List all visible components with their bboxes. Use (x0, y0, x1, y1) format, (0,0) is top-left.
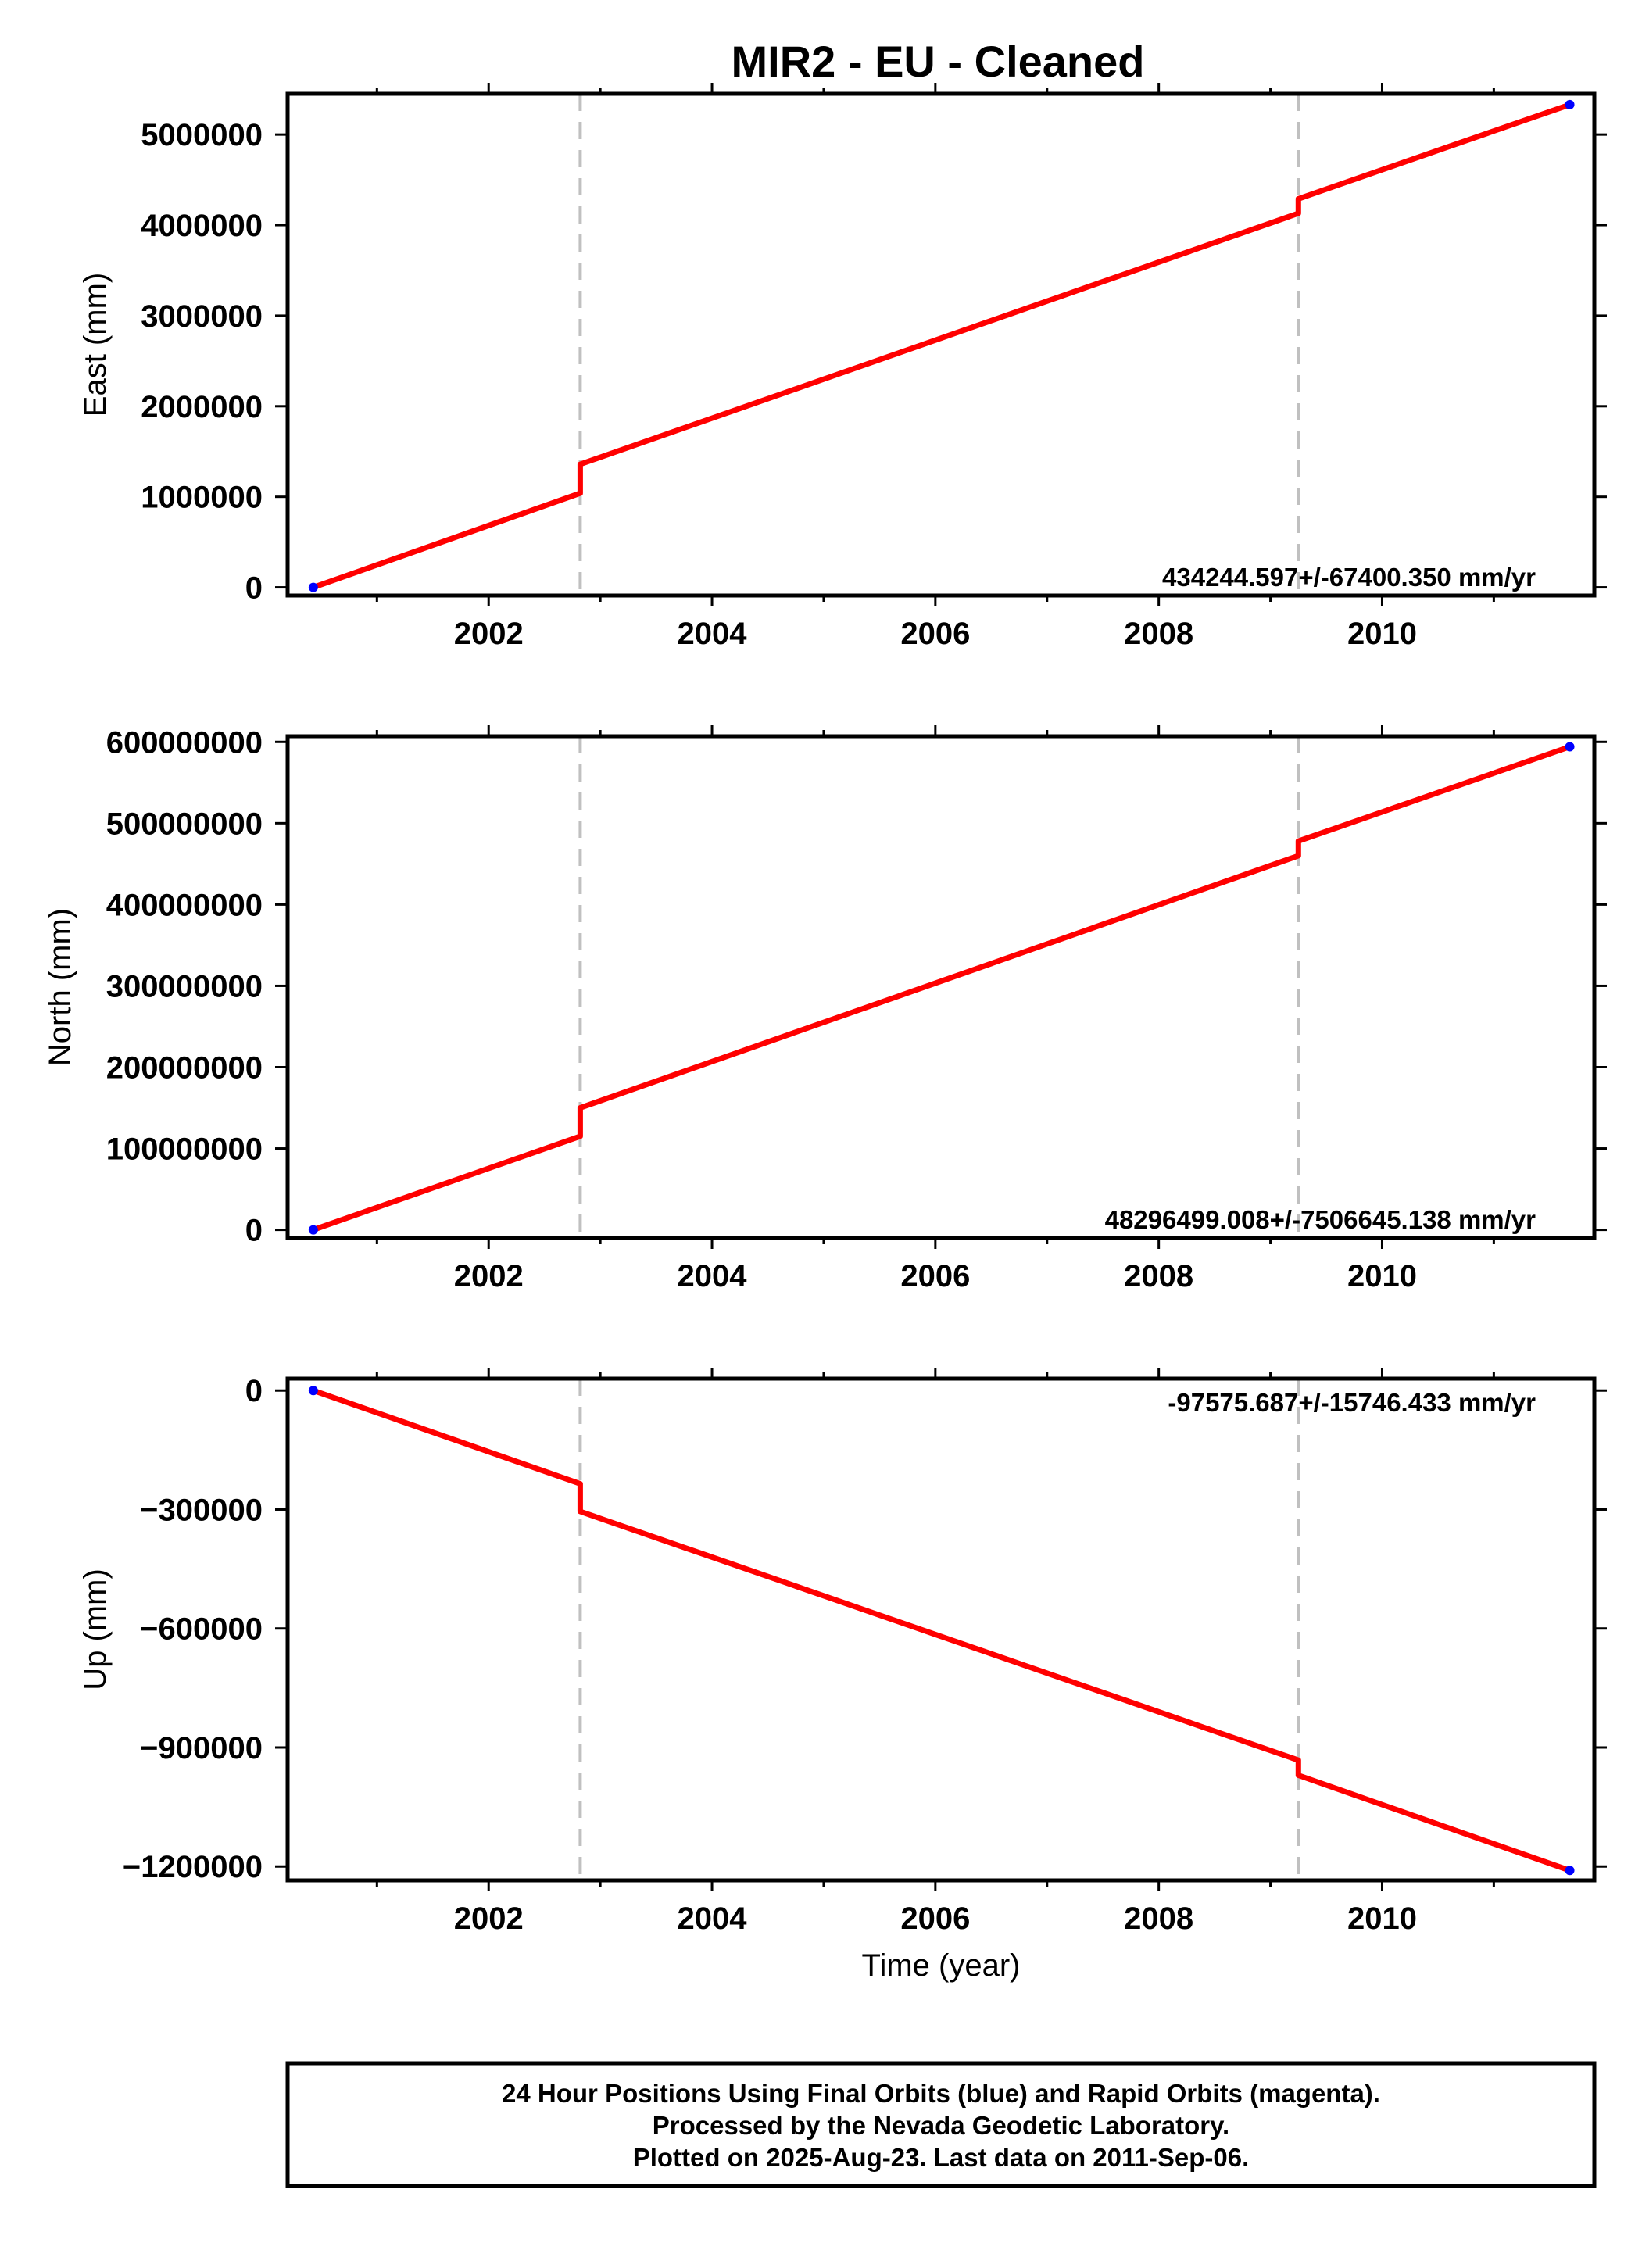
up-y-tick-label: 0 (245, 1374, 263, 1408)
east-endpoint-dot (308, 582, 318, 592)
caption-line-3: Plotted on 2025-Aug-23. Last data on 201… (633, 2143, 1250, 2172)
up-x-tick-label: 2010 (1347, 1901, 1417, 1936)
north-x-tick-label: 2004 (678, 1259, 748, 1293)
north-y-tick-label: 200000000 (106, 1050, 263, 1085)
up-x-axis-title: Time (year) (862, 1948, 1021, 1983)
east-x-tick-label: 2008 (1124, 617, 1193, 651)
east-endpoint-dot (1565, 99, 1575, 109)
east-y-tick-label: 1000000 (141, 481, 263, 515)
north-rate-label: 48296499.008+/-7506645.138 mm/yr (1105, 1205, 1536, 1234)
caption-line-2: Processed by the Nevada Geodetic Laborat… (653, 2111, 1229, 2140)
up-rate-label: -97575.687+/-15746.433 mm/yr (1168, 1388, 1536, 1417)
east-panel: 2002 2004 2006 2008 2010 0 1000000 2000000 30000… (78, 83, 1607, 651)
east-plot-frame (285, 91, 1597, 598)
caption-frame (285, 2061, 1597, 2188)
up-y-tick-label: −1200000 (123, 1850, 263, 1884)
up-panel: 2002 2004 2006 2008 2010 0 −300000 −600000 −9000… (78, 1368, 1607, 1983)
north-x-tick-label: 2008 (1124, 1259, 1193, 1293)
east-x-tick-label: 2010 (1347, 617, 1417, 651)
up-y-tick-label: −300000 (140, 1493, 263, 1527)
up-series-line (310, 1387, 1573, 1873)
caption-box: 24 Hour Positions Using Final Orbits (bl… (285, 2061, 1597, 2188)
north-x-tick-label: 2006 (900, 1259, 970, 1293)
up-endpoint-dot (308, 1386, 318, 1396)
north-y-tick-label: 600000000 (106, 725, 263, 760)
north-x-tick-label: 2002 (454, 1259, 524, 1293)
east-x-tick-label: 2002 (454, 617, 524, 651)
north-endpoint-dot (1565, 742, 1575, 752)
east-series-line (310, 102, 1573, 591)
up-y-axis-title: Up (mm) (78, 1569, 113, 1690)
up-endpoint-dot (1565, 1866, 1575, 1876)
north-y-tick-label: 100000000 (106, 1132, 263, 1167)
east-x-tick-label: 2006 (900, 617, 970, 651)
figure-title: MIR2 - EU - Cleaned (732, 37, 1145, 86)
north-y-tick-label: 300000000 (106, 969, 263, 1003)
north-plot-frame (285, 734, 1597, 1240)
east-x-tick-label: 2004 (678, 617, 748, 651)
east-y-tick-label: 4000000 (141, 209, 263, 243)
north-panel: 2002 2004 2006 2008 2010 0 100000000 200000000 3… (43, 725, 1607, 1293)
up-x-tick-label: 2004 (678, 1901, 748, 1936)
east-y-tick-label: 3000000 (141, 299, 263, 334)
north-series-line (310, 744, 1573, 1233)
up-x-tick-label: 2002 (454, 1901, 524, 1936)
east-y-tick-label: 2000000 (141, 390, 263, 424)
east-y-tick-label: 0 (245, 571, 263, 606)
east-y-tick-label: 5000000 (141, 118, 263, 152)
up-x-tick-label: 2008 (1124, 1901, 1193, 1936)
north-y-tick-label: 400000000 (106, 888, 263, 922)
up-x-tick-label: 2006 (900, 1901, 970, 1936)
north-y-tick-label: 0 (245, 1214, 263, 1248)
up-plot-frame (285, 1376, 1597, 1883)
up-y-tick-label: −600000 (140, 1612, 263, 1647)
caption-line-1: 24 Hour Positions Using Final Orbits (bl… (502, 2079, 1380, 2108)
north-y-tick-label: 500000000 (106, 807, 263, 841)
east-rate-label: 434244.597+/-67400.350 mm/yr (1162, 563, 1536, 592)
north-y-axis-title: North (mm) (43, 908, 77, 1066)
up-y-tick-label: −900000 (140, 1731, 263, 1765)
east-y-axis-title: East (mm) (78, 273, 113, 417)
north-endpoint-dot (308, 1225, 318, 1235)
north-x-tick-label: 2010 (1347, 1259, 1417, 1293)
